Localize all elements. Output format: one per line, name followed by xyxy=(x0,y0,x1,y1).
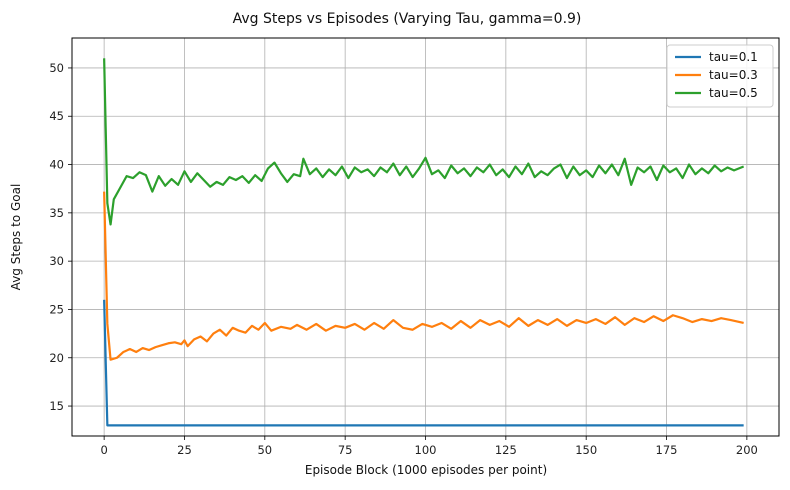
chart-title: Avg Steps vs Episodes (Varying Tau, gamm… xyxy=(233,11,582,27)
y-tick-label: 25 xyxy=(49,302,64,316)
y-axis-label: Avg Steps to Goal xyxy=(9,184,23,291)
y-tick-label: 30 xyxy=(49,254,64,268)
x-tick-label: 75 xyxy=(338,443,353,457)
y-tick-label: 45 xyxy=(49,109,64,123)
series-line-3 xyxy=(103,58,745,226)
y-tick-label: 15 xyxy=(49,399,64,413)
x-tick-label: 25 xyxy=(177,443,192,457)
y-tick-label: 35 xyxy=(49,206,64,220)
legend-label: tau=0.3 xyxy=(709,68,758,82)
x-tick-label: 0 xyxy=(100,443,107,457)
series-line-1 xyxy=(103,299,744,427)
legend: tau=0.1 tau=0.3 tau=0.5 xyxy=(666,44,774,108)
x-tick-label: 200 xyxy=(736,443,758,457)
legend-box xyxy=(666,44,774,108)
x-tick-label: 150 xyxy=(575,443,597,457)
y-tick-label: 50 xyxy=(49,61,64,75)
y-tick-label: 20 xyxy=(49,351,64,365)
x-tick-label: 50 xyxy=(257,443,272,457)
x-tick-label: 125 xyxy=(495,443,517,457)
y-tick-label: 40 xyxy=(49,158,64,172)
legend-label: tau=0.1 xyxy=(709,50,758,64)
x-axis-label: Episode Block (1000 episodes per point) xyxy=(305,463,547,477)
x-tick-label: 100 xyxy=(415,443,437,457)
grid-lines xyxy=(72,38,779,436)
series-lines xyxy=(103,58,745,427)
series-line-2 xyxy=(103,191,744,361)
axis-ticks: 0 25 50 75 100 125 150 175 200 15 20 25 30 35 40 45 50 xyxy=(49,61,757,457)
legend-label: tau=0.5 xyxy=(709,86,758,100)
x-tick-label: 175 xyxy=(656,443,678,457)
